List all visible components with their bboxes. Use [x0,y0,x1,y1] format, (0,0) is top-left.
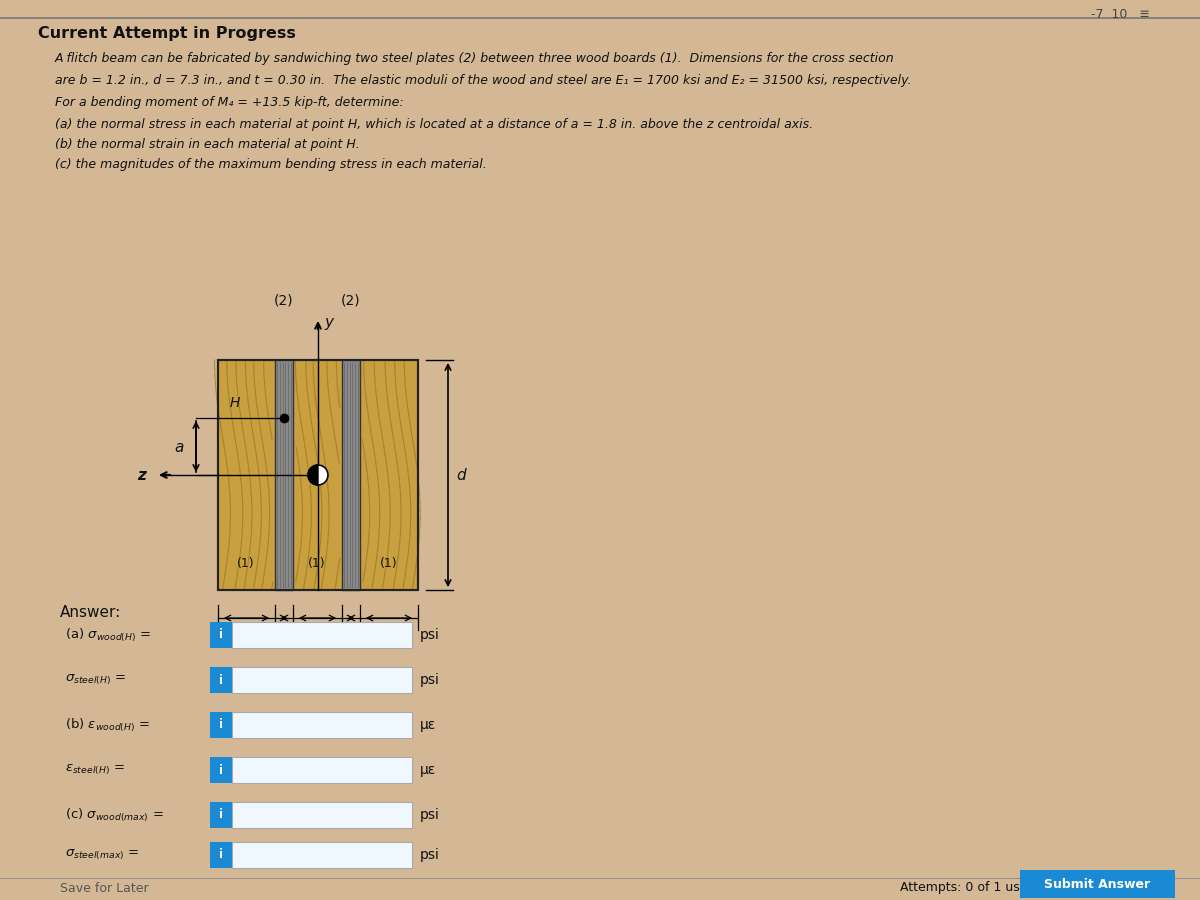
Text: are b = 1.2 in., d = 7.3 in., and t = 0.30 in.  The elastic moduli of the wood a: are b = 1.2 in., d = 7.3 in., and t = 0.… [55,74,912,87]
Text: Submit Answer: Submit Answer [1044,878,1150,890]
Bar [275,360,293,590]
Text: (2): (2) [341,294,361,308]
Text: t: t [348,634,354,647]
Text: (1): (1) [380,557,398,570]
Polygon shape [308,465,318,485]
Text: y: y [324,315,334,330]
Text: t: t [282,634,287,647]
Text: -7  10   ≡: -7 10 ≡ [1091,8,1150,21]
Text: (b) $\varepsilon_{wood(H)}$ =: (b) $\varepsilon_{wood(H)}$ = [65,716,150,734]
Text: b: b [385,634,392,647]
Text: Answer:: Answer: [60,605,121,620]
Text: (a) $\sigma_{wood(H)}$ =: (a) $\sigma_{wood(H)}$ = [65,626,151,644]
Text: z: z [137,467,146,482]
Text: (1): (1) [308,557,326,570]
Text: (c) the magnitudes of the maximum bending stress in each material.: (c) the magnitudes of the maximum bendin… [55,158,487,171]
Text: με: με [420,763,437,777]
Bar [210,712,232,738]
Bar [210,622,232,648]
Bar [232,757,412,783]
Text: Current Attempt in Progress: Current Attempt in Progress [38,26,296,41]
Bar [232,712,412,738]
Text: psi: psi [420,808,440,822]
Bar [232,667,412,693]
Text: i: i [220,628,223,642]
Text: (b) the normal strain in each material at point H.: (b) the normal strain in each material a… [55,138,360,151]
Circle shape [308,465,328,485]
Text: d: d [456,467,466,482]
Text: Save for Later: Save for Later [60,881,149,895]
Text: i: i [220,718,223,732]
Text: b: b [313,634,322,647]
Text: i: i [220,763,223,777]
Text: a: a [175,439,184,454]
Text: A flitch beam can be fabricated by sandwiching two steel plates (2) between thre: A flitch beam can be fabricated by sandw… [55,52,895,65]
Text: psi: psi [420,848,440,862]
Text: $\sigma_{steel(H)}$ =: $\sigma_{steel(H)}$ = [65,673,126,688]
Text: i: i [220,849,223,861]
Bar [342,360,360,590]
Text: i: i [220,673,223,687]
Bar [232,842,412,868]
Bar [210,802,232,828]
Text: i: i [220,808,223,822]
Bar [210,842,232,868]
Text: (a) the normal stress in each material at point H, which is located at a distanc: (a) the normal stress in each material a… [55,118,814,131]
Text: psi: psi [420,673,440,687]
Bar [218,360,418,590]
Text: $\varepsilon_{steel(H)}$ =: $\varepsilon_{steel(H)}$ = [65,763,125,778]
Bar [210,757,232,783]
Text: Attempts: 0 of 1 used: Attempts: 0 of 1 used [900,881,1036,895]
Text: For a bending moment of M₄ = +13.5 kip-ft, determine:: For a bending moment of M₄ = +13.5 kip-f… [55,96,403,109]
Bar [232,802,412,828]
Text: b: b [242,634,251,647]
Bar [210,667,232,693]
Bar [1020,870,1175,898]
Text: psi: psi [420,628,440,642]
Text: H: H [230,396,240,410]
Text: (c) $\sigma_{wood(max)}$ =: (c) $\sigma_{wood(max)}$ = [65,806,163,824]
Bar [232,622,412,648]
Text: με: με [420,718,437,732]
Text: $\sigma_{steel(max)}$ =: $\sigma_{steel(max)}$ = [65,848,139,862]
Bar [218,360,418,590]
Text: (2): (2) [274,294,294,308]
Text: (1): (1) [238,557,254,570]
